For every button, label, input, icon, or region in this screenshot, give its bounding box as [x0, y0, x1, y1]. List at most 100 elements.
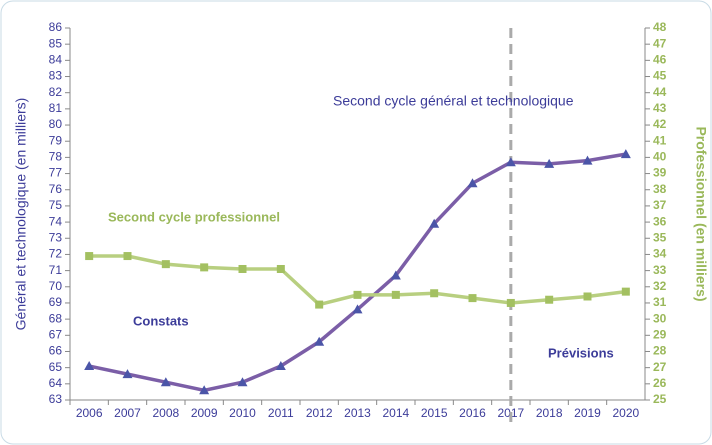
- y2-tick-label: 33: [653, 263, 667, 277]
- y2-tick-label: 44: [653, 85, 667, 99]
- x-tick-label: 2016: [459, 406, 486, 420]
- y-tick-label: 77: [49, 166, 63, 180]
- marker: [237, 377, 248, 387]
- marker: [582, 155, 593, 165]
- marker: [545, 295, 554, 304]
- marker: [84, 361, 95, 371]
- y-tick-label: 76: [49, 182, 63, 196]
- marker: [391, 290, 400, 299]
- marker: [122, 369, 133, 379]
- x-tick-label: 2010: [229, 406, 256, 420]
- marker: [544, 158, 555, 168]
- y-tick-label: 79: [49, 133, 63, 147]
- marker: [123, 252, 132, 261]
- marker: [583, 292, 592, 301]
- y-tick-label: 65: [49, 360, 63, 374]
- y-tick-label: 68: [49, 311, 63, 325]
- x-tick-label: 2019: [574, 406, 601, 420]
- y-tick-label: 78: [49, 150, 63, 164]
- y-tick-label: 70: [49, 279, 63, 293]
- y-tick-label: 74: [49, 214, 63, 228]
- y-tick-label: 85: [49, 36, 63, 50]
- marker: [430, 289, 439, 298]
- marker: [200, 263, 209, 272]
- y2-tick-label: 47: [653, 36, 667, 50]
- x-tick-label: 2009: [191, 406, 218, 420]
- y2-tick-label: 31: [653, 295, 667, 309]
- y-tick-label: 73: [49, 230, 63, 244]
- x-tick-label: 2012: [306, 406, 333, 420]
- marker: [85, 252, 94, 261]
- y-tick-label: 67: [49, 327, 63, 341]
- y2-tick-label: 28: [653, 344, 667, 358]
- marker: [199, 385, 210, 395]
- y-tick-label: 66: [49, 344, 63, 358]
- y-tick-label: 80: [49, 117, 63, 131]
- y-tick-label: 83: [49, 69, 63, 83]
- x-tick-label: 2018: [536, 406, 563, 420]
- y-tick-label: 81: [49, 101, 63, 115]
- y2-tick-label: 27: [653, 360, 667, 374]
- marker: [160, 377, 171, 387]
- x-tick-label: 2013: [344, 406, 371, 420]
- x-tick-label: 2008: [152, 406, 179, 420]
- y2-tick-label: 42: [653, 117, 667, 131]
- marker: [467, 178, 478, 188]
- y-tick-label: 72: [49, 247, 63, 261]
- marker: [353, 290, 362, 299]
- marker: [390, 270, 401, 280]
- y-tick-label: 63: [49, 392, 63, 406]
- x-tick-label: 2006: [76, 406, 103, 420]
- y2-tick-label: 26: [653, 376, 667, 390]
- x-tick-label: 2011: [268, 406, 294, 420]
- y2-axis-label: Professionnel (en milliers): [693, 126, 709, 301]
- marker: [468, 294, 477, 303]
- marker: [506, 298, 515, 307]
- y2-tick-label: 46: [653, 53, 667, 67]
- marker: [352, 304, 363, 314]
- marker: [315, 300, 324, 309]
- series-label: Second cycle professionnel: [108, 209, 280, 224]
- y2-tick-label: 40: [653, 150, 667, 164]
- annotation: Prévisions: [548, 345, 614, 360]
- y-tick-label: 84: [49, 53, 63, 67]
- marker: [505, 157, 516, 167]
- y2-tick-label: 45: [653, 69, 667, 83]
- marker: [161, 260, 170, 269]
- marker: [314, 336, 325, 346]
- y2-tick-label: 37: [653, 198, 667, 212]
- marker: [275, 361, 286, 371]
- x-tick-label: 2014: [382, 406, 409, 420]
- x-tick-label: 2020: [612, 406, 639, 420]
- x-tick-label: 2015: [421, 406, 448, 420]
- series-label: Second cycle général et technologique: [333, 93, 574, 109]
- y-tick-label: 75: [49, 198, 63, 212]
- y2-tick-label: 29: [653, 327, 667, 341]
- y-axis-label: Général et technologique (en milliers): [13, 98, 29, 331]
- y-tick-label: 64: [49, 376, 63, 390]
- marker: [276, 264, 285, 273]
- y2-tick-label: 38: [653, 182, 667, 196]
- marker: [621, 287, 630, 296]
- x-tick-label: 2007: [114, 406, 141, 420]
- y2-tick-label: 41: [653, 133, 667, 147]
- annotation: Constats: [133, 313, 189, 328]
- y2-tick-label: 43: [653, 101, 667, 115]
- y2-tick-label: 30: [653, 311, 667, 325]
- y2-tick-label: 34: [653, 247, 667, 261]
- y2-tick-label: 39: [653, 166, 667, 180]
- y-tick-label: 69: [49, 295, 63, 309]
- y-tick-label: 71: [49, 263, 63, 277]
- y-tick-label: 86: [49, 20, 63, 34]
- y2-tick-label: 25: [653, 392, 667, 406]
- y2-tick-label: 36: [653, 214, 667, 228]
- marker: [238, 264, 247, 273]
- y2-tick-label: 35: [653, 230, 667, 244]
- marker: [429, 218, 440, 228]
- y2-tick-label: 32: [653, 279, 667, 293]
- y2-tick-label: 48: [653, 20, 667, 34]
- marker: [620, 149, 631, 159]
- y-tick-label: 82: [49, 85, 63, 99]
